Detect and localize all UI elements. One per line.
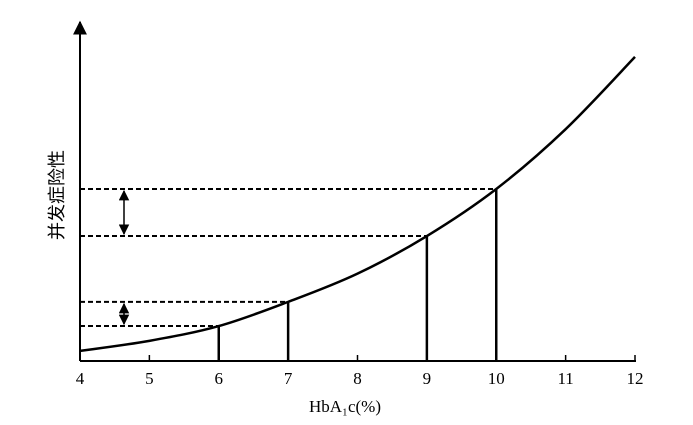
x-tick-label: 8	[353, 369, 362, 388]
x-tick-label: 5	[145, 369, 154, 388]
x-tick-label: 9	[423, 369, 432, 388]
x-tick-label: 11	[557, 369, 573, 388]
x-tick-label: 7	[284, 369, 293, 388]
x-tick-label: 4	[76, 369, 85, 388]
x-tick-label: 12	[627, 369, 644, 388]
y-axis-label: 并发症险性	[47, 150, 68, 240]
x-tick-label: 6	[215, 369, 224, 388]
curve	[79, 56, 636, 353]
x-axis-label: HbA₁c(%)	[309, 397, 381, 416]
x-tick-label: 10	[488, 369, 505, 388]
